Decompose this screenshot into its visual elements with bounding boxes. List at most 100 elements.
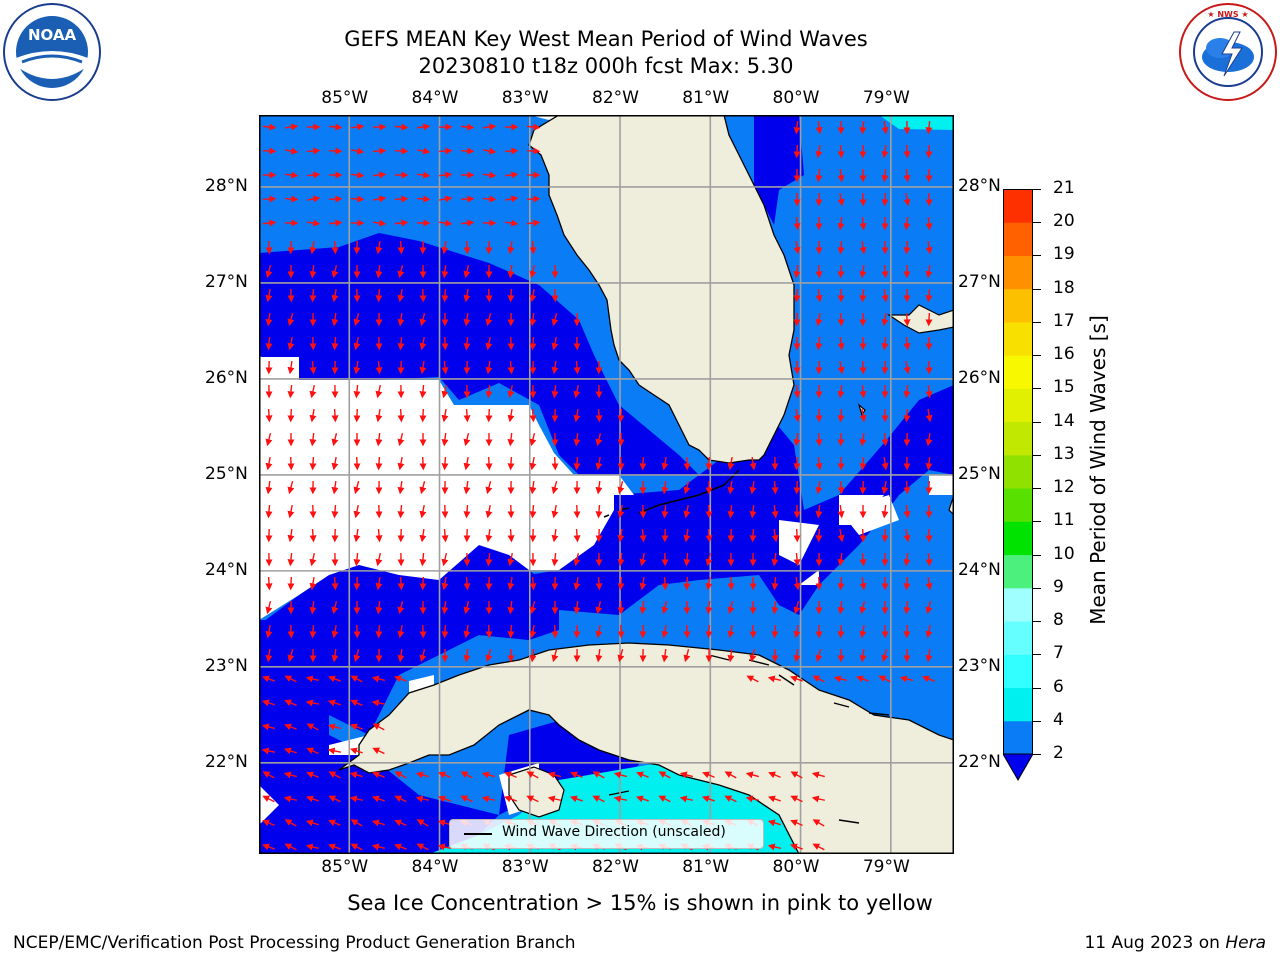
wave-direction-arrow: [328, 123, 343, 131]
wave-direction-arrow: [463, 336, 471, 351]
wave-direction-arrow: [507, 408, 515, 423]
wave-direction-arrow: [353, 528, 361, 543]
wave-direction-arrow: [485, 649, 493, 663]
wave-direction-arrow: [746, 675, 759, 683]
wave-direction-arrow: [790, 771, 803, 779]
lon-tick-label: 85°W: [321, 857, 369, 877]
wave-direction-arrow: [419, 576, 427, 591]
colorbar-tick-mark: [1033, 621, 1041, 623]
wave-direction-arrow: [504, 795, 517, 803]
wave-direction-arrow: [837, 504, 845, 519]
colorbar-tick-mark: [1033, 754, 1041, 755]
wave-direction-arrow: [573, 552, 581, 567]
wave-direction-arrow: [793, 576, 801, 591]
colorbar-segment: [1003, 720, 1033, 755]
wave-direction-arrow: [328, 771, 341, 779]
wave-direction-arrow: [790, 843, 803, 851]
wave-direction-arrow: [551, 528, 559, 543]
wave-direction-arrow: [551, 576, 559, 591]
wave-direction-arrow: [617, 576, 625, 591]
wave-direction-arrow: [331, 408, 339, 423]
chart-title: GEFS MEAN Key West Mean Period of Wind W…: [344, 27, 868, 51]
wave-direction-arrow: [639, 528, 647, 543]
colorbar-segment: [1003, 421, 1033, 456]
wave-direction-arrow: [573, 360, 581, 375]
wave-direction-arrow: [925, 240, 933, 255]
wave-direction-arrow: [749, 649, 757, 663]
wave-direction-arrow: [529, 265, 537, 279]
wave-direction-arrow: [903, 624, 911, 639]
wave-direction-arrow: [419, 624, 427, 639]
wave-direction-arrow: [309, 528, 317, 543]
noaa-logo: NOAA: [3, 3, 101, 101]
wave-direction-arrow: [683, 624, 691, 639]
wave-direction-arrow: [328, 219, 343, 227]
wave-direction-arrow: [438, 795, 451, 803]
wave-direction-arrow: [262, 819, 275, 827]
wave-direction-arrow: [570, 771, 583, 779]
wave-direction-arrow: [573, 432, 581, 447]
wave-direction-arrow: [529, 624, 537, 639]
wave-direction-arrow: [416, 171, 431, 179]
wave-direction-arrow: [397, 456, 405, 471]
wave-direction-arrow: [265, 480, 273, 495]
wave-direction-arrow: [394, 195, 409, 203]
wave-direction-arrow: [551, 288, 559, 303]
wave-direction-arrow: [526, 123, 541, 131]
lat-tick-label: 23°N: [205, 655, 248, 676]
wave-direction-arrow: [309, 288, 317, 303]
wave-direction-arrow: [261, 747, 276, 755]
lon-tick-label: 82°W: [592, 857, 639, 877]
wave-direction-arrow: [903, 480, 911, 495]
wave-direction-arrow: [262, 843, 275, 851]
wave-direction-arrow: [283, 747, 297, 755]
wave-direction-arrow: [881, 264, 889, 279]
wave-direction-arrow: [309, 600, 317, 615]
wave-direction-arrow: [305, 819, 319, 827]
wave-direction-arrow: [265, 624, 273, 639]
svg-text:★ NWS ★: ★ NWS ★: [1207, 10, 1248, 19]
wave-direction-arrow: [859, 552, 867, 567]
wave-direction-arrow: [460, 795, 473, 803]
wave-direction-arrow: [859, 192, 867, 207]
colorbar-under-triangle: [1003, 753, 1033, 781]
wave-direction-arrow: [371, 843, 386, 851]
wave-direction-arrow: [815, 144, 823, 159]
wave-direction-arrow: [485, 336, 493, 351]
wave-direction-arrow: [419, 528, 427, 543]
colorbar-segment: [1003, 587, 1033, 622]
wave-direction-arrow: [526, 219, 541, 227]
lat-tick-label: 27°N: [205, 271, 248, 292]
wave-direction-arrow: [375, 624, 383, 639]
wave-direction-arrow: [705, 552, 713, 567]
wave-direction-arrow: [617, 481, 625, 495]
wave-direction-arrow: [460, 147, 475, 155]
wave-direction-arrow: [416, 123, 431, 131]
wave-direction-arrow: [793, 624, 801, 639]
colorbar-tick-label: 21: [1053, 178, 1075, 198]
wave-direction-arrow: [328, 795, 341, 803]
wave-direction-arrow: [372, 219, 387, 227]
wave-direction-arrow: [375, 432, 383, 447]
wave-direction-arrow: [419, 649, 427, 663]
sea-ice-note: Sea Ice Concentration > 15% is shown in …: [347, 891, 933, 915]
wave-direction-arrow: [639, 552, 647, 567]
wave-direction-arrow: [481, 795, 496, 803]
wave-direction-arrow: [441, 360, 449, 375]
wave-direction-arrow: [507, 576, 515, 591]
colorbar-segment: [1003, 355, 1033, 389]
wave-direction-arrow: [371, 675, 386, 683]
wave-direction-arrow: [793, 384, 801, 399]
wave-direction-arrow: [331, 456, 339, 471]
wave-direction-arrow: [481, 771, 495, 779]
wave-direction-arrow: [284, 675, 297, 683]
wave-direction-arrow: [639, 576, 647, 591]
wave-direction-arrow: [903, 360, 911, 375]
wave-direction-arrow: [859, 408, 867, 423]
wave-direction-arrow: [859, 601, 867, 615]
lat-tick-label: 24°N: [958, 559, 1001, 580]
wave-direction-arrow: [815, 312, 823, 327]
colorbar-tick-label: 16: [1053, 344, 1075, 365]
wave-direction-arrow: [419, 504, 427, 519]
wave-direction-arrow: [639, 600, 647, 615]
